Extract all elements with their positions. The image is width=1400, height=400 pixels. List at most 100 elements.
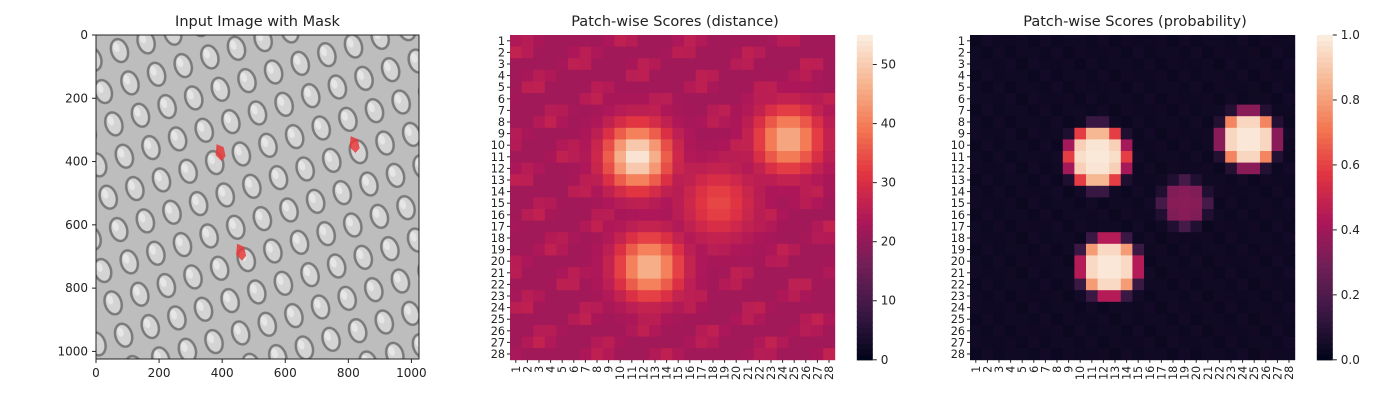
heatmap-cell [1213,127,1226,140]
heatmap-cell [579,185,592,198]
heatmap-cell [637,93,650,105]
heatmap-cell [579,336,592,349]
heatmap-cell [823,127,836,140]
row-tick-label: 11 [491,151,505,164]
heatmap-cell [544,151,557,163]
heatmap-cell [1051,93,1064,105]
heatmap-cell [672,209,685,221]
heatmap-cell [1051,255,1064,268]
heatmap-cell [1028,301,1040,314]
heatmap-cell [730,267,743,279]
heatmap-cell [579,127,592,140]
heatmap-cell [1155,348,1168,361]
heatmap-cell [811,104,824,117]
heatmap-cell [660,197,673,210]
heatmap-cell [1178,162,1191,175]
heatmap-cell [1028,127,1040,140]
heatmap-cell [579,278,592,291]
heatmap-cell [1190,116,1203,129]
heatmap-cell [1248,185,1261,198]
colorbar-segment [856,121,873,128]
heatmap-cell [1086,348,1098,361]
heatmap-cell [533,325,546,337]
heatmap-cell [568,139,580,152]
heatmap-cell [1144,220,1156,233]
heatmap-cell [1260,81,1272,94]
colorbar-segment [1316,45,1333,52]
heatmap-cell [800,46,812,59]
heatmap-cell [1062,336,1075,349]
heatmap-cell [718,93,731,105]
col-tick-label: 22 [753,366,766,380]
heatmap-cell [776,81,789,94]
heatmap-cell [1062,220,1075,233]
heatmap-cell [1178,93,1191,105]
colorbar-segment [1316,175,1333,182]
colorbar-segment [856,154,873,161]
col-tick-label: 4 [545,366,558,373]
heatmap-cell [765,313,778,326]
heatmap-cell [591,267,604,279]
row-tick-label: 16 [491,209,505,222]
colorbar-segment [856,235,873,242]
heatmap-cell [800,243,812,256]
heatmap-cell [718,46,731,59]
heatmap-cell [753,81,766,94]
heatmap-cell [556,69,569,82]
heatmap-cell [800,267,812,279]
heatmap-cell [533,69,546,82]
heatmap-cell [695,278,708,291]
heatmap-cell [1283,325,1296,337]
heatmap-cell [556,197,569,210]
heatmap-cell [1086,116,1098,129]
heatmap-cell [753,348,766,361]
heatmap-cell [602,93,615,105]
heatmap-cell [753,336,766,349]
heatmap-cell [730,81,743,94]
heatmap-cell [823,174,836,187]
heatmap-cell [742,162,754,175]
heatmap-cell [1132,267,1145,279]
colorbar-segment [856,240,873,247]
heatmap-cell [672,185,685,198]
heatmap-cell [556,151,569,163]
col-tick-label: 12 [1097,366,1110,380]
heatmap-cell [1190,35,1203,47]
heatmap-cell [1074,35,1087,47]
colorbar-segment [1316,289,1333,296]
heatmap-cell [544,232,557,245]
col-tick-label: 24 [1237,366,1250,380]
heatmap-cell [1097,301,1110,314]
heatmap-cell [1028,81,1040,94]
heatmap-cell [1051,313,1064,326]
heatmap-cell [823,313,836,326]
row-tick-label: 23 [491,290,505,303]
heatmap-cell [811,301,824,314]
row-tick-label: 27 [491,336,505,349]
heatmap-cell [1260,267,1272,279]
heatmap-cell [981,336,994,349]
heatmap-cell [1167,35,1180,47]
heatmap-cell [1004,243,1017,256]
heatmap-cell [1167,348,1180,361]
heatmap-cell [1062,325,1075,337]
heatmap-cell [1074,267,1087,279]
heatmap-cell [765,104,778,117]
heatmap-cell [521,278,534,291]
heatmap-cell [800,255,812,268]
heatmap-cell [1283,336,1296,349]
heatmap-cell [1236,69,1249,82]
heatmap-cell [1109,301,1122,314]
heatmap-cell [1004,116,1017,129]
colorbar-segment [1316,110,1333,117]
heatmap-cell [1028,116,1040,129]
heatmap-cell [672,69,685,82]
heatmap-cell [521,104,534,117]
heatmap-cell [811,278,824,291]
heatmap-cell [579,174,592,187]
heatmap-cell [684,336,696,349]
heatmap-cell [510,69,522,82]
heatmap-cell [1039,301,1052,314]
heatmap-cell [626,232,638,245]
heatmap-cell [1190,151,1203,163]
